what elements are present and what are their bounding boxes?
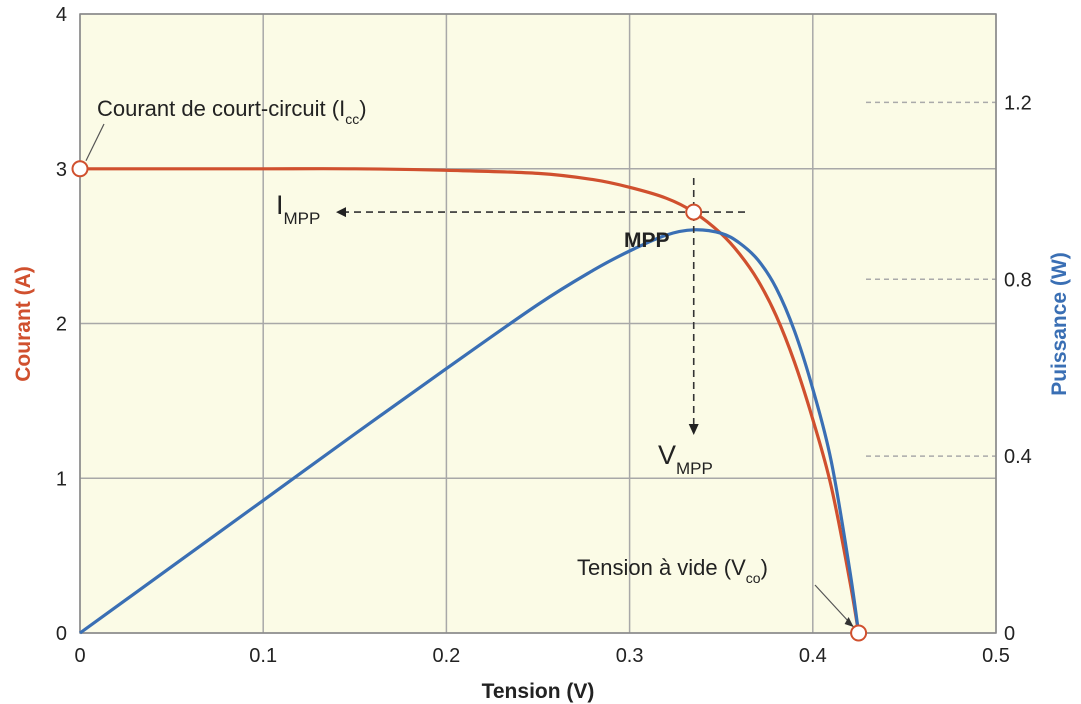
vmpp-arrowhead <box>688 424 699 435</box>
x-tick-label: 0.1 <box>249 645 277 667</box>
right-y-tick-label: 0 <box>1004 623 1015 645</box>
mpp-marker <box>685 203 703 221</box>
right-y-axis-title: Puissance (W) <box>1048 252 1071 396</box>
mpp-label: MPP <box>624 229 670 252</box>
isc-marker <box>71 160 89 178</box>
isc-label: Courant de court-circuit (Icc) <box>97 96 367 127</box>
voc-arrowhead <box>844 617 854 627</box>
x-tick-label: 0 <box>74 645 85 667</box>
plot-frame <box>79 13 997 634</box>
power-curve <box>79 228 861 635</box>
x-tick-label: 0.3 <box>616 645 644 667</box>
x-axis-title: Tension (V) <box>482 680 595 703</box>
left-y-tick-labels: 0 1 2 3 4 <box>56 4 67 645</box>
impp-arrowhead <box>336 207 346 218</box>
left-y-tick-label: 3 <box>56 159 67 181</box>
annotations: Courant de court-circuit (Icc) Tension à … <box>71 96 868 642</box>
x-tick-label: 0.2 <box>432 645 460 667</box>
left-y-axis-title: Courant (A) <box>12 266 35 381</box>
x-tick-label: 0.4 <box>799 645 827 667</box>
left-y-tick-label: 4 <box>56 4 67 26</box>
right-y-tick-label: 0.4 <box>1004 446 1032 468</box>
left-y-tick-label: 2 <box>56 314 67 336</box>
right-y-tick-labels: 0 0.4 0.8 1.2 <box>1004 92 1032 645</box>
right-axis-dash-guides <box>866 101 996 457</box>
right-y-tick-label: 1.2 <box>1004 92 1032 114</box>
x-tick-label: 0.5 <box>982 645 1010 667</box>
voc-marker <box>850 624 868 642</box>
x-tick-labels: 0 0.1 0.2 0.3 0.4 0.5 <box>74 645 1009 667</box>
left-y-tick-label: 0 <box>56 623 67 645</box>
series-lines <box>79 167 861 635</box>
vmpp-label: VMPP <box>658 440 713 478</box>
current-curve <box>80 167 861 634</box>
impp-label: IMPP <box>276 190 320 228</box>
isc-leader <box>85 123 105 162</box>
right-y-tick-label: 0.8 <box>1004 269 1032 291</box>
voc-label: Tension à vide (Vco) <box>577 555 768 586</box>
left-y-tick-label: 1 <box>56 468 67 490</box>
